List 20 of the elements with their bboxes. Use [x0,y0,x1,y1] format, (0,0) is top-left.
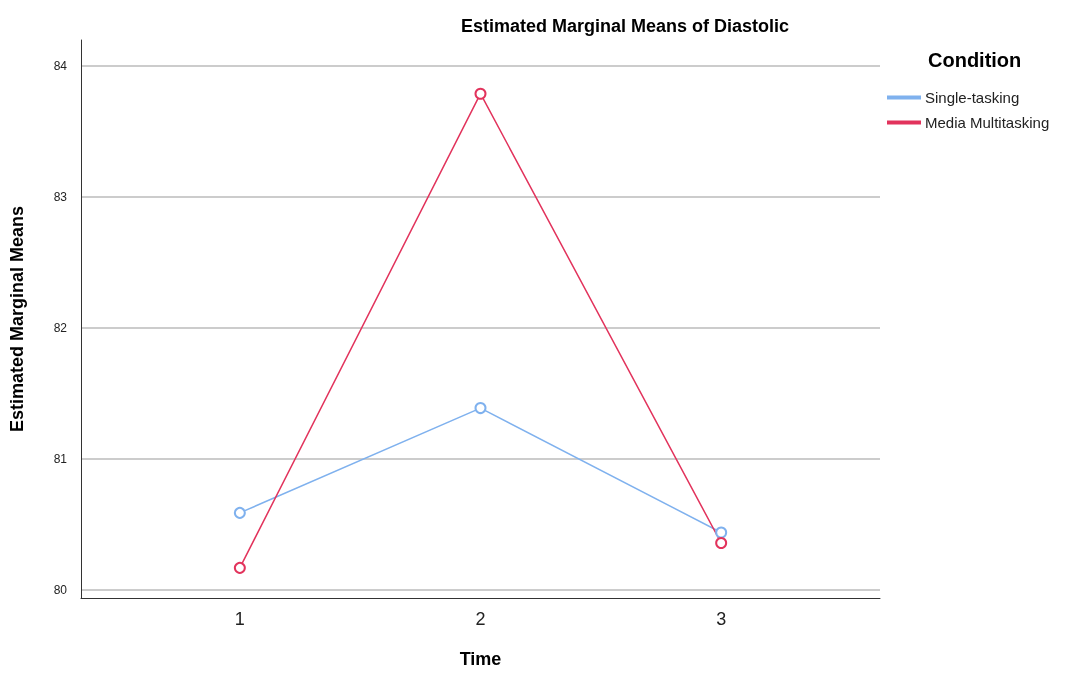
x-tick-label: 2 [475,609,486,629]
y-tick-label: 83 [53,190,68,205]
y-tick-label: 81 [53,452,68,467]
y-axis-title: Estimated Marginal Means [7,205,27,433]
point [474,87,487,100]
point [233,506,246,519]
point [715,526,728,539]
legend-title: Condition [928,49,1022,71]
y-tick-label: 82 [53,321,68,336]
y-tick-label: 84 [53,59,68,74]
point [715,536,728,549]
x-tick-label: 3 [716,609,727,629]
legend-label: Single-tasking [925,89,1020,106]
chart-title: Estimated Marginal Means of Diastolic [460,16,790,36]
x-axis-title: Time [459,649,502,669]
point [474,402,487,415]
x-tick-label: 1 [234,609,245,629]
point [233,561,246,574]
legend-label: Media Multitasking [925,114,1050,131]
y-tick-label: 80 [53,583,68,598]
